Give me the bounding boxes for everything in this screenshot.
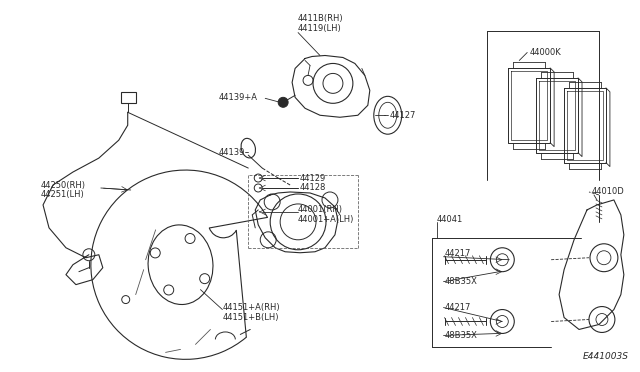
Text: 44010D: 44010D: [592, 187, 625, 196]
Bar: [121, 92, 136, 103]
Text: 44127: 44127: [390, 111, 416, 120]
Text: 44001(RH): 44001(RH): [298, 205, 343, 214]
Text: 48B35X: 48B35X: [445, 277, 477, 286]
Text: 44139+A: 44139+A: [218, 93, 257, 102]
Text: 44151+A(RH): 44151+A(RH): [222, 303, 280, 312]
Text: 44129: 44129: [300, 173, 326, 183]
Text: 44041: 44041: [436, 215, 463, 224]
Text: 44217: 44217: [445, 249, 471, 258]
Text: 48B35X: 48B35X: [445, 331, 477, 340]
Text: 44250(RH): 44250(RH): [41, 180, 86, 189]
Text: 44217: 44217: [445, 303, 471, 312]
Text: 44001+A(LH): 44001+A(LH): [298, 215, 355, 224]
Circle shape: [278, 97, 288, 107]
Text: 44000K: 44000K: [529, 48, 561, 57]
Text: 4411B(RH): 4411B(RH): [298, 14, 344, 23]
Text: 44151+B(LH): 44151+B(LH): [222, 313, 279, 322]
Text: 44119(LH): 44119(LH): [298, 24, 342, 33]
Text: 44139: 44139: [218, 148, 244, 157]
Text: 44128: 44128: [300, 183, 326, 192]
Text: 44251(LH): 44251(LH): [41, 190, 84, 199]
Text: E441003S: E441003S: [583, 352, 629, 361]
